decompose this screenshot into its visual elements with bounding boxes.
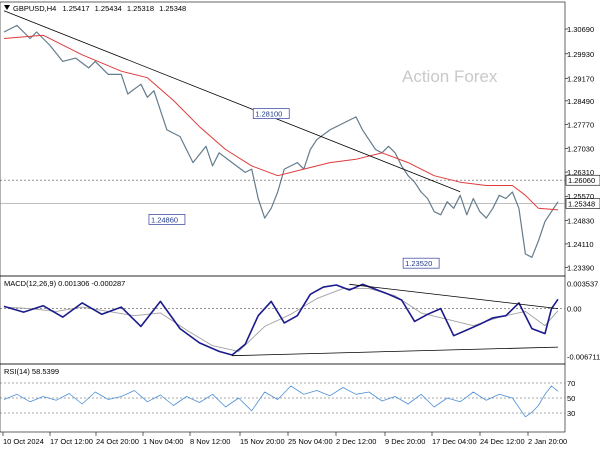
macd-title: MACD(12,26,9) 0.001306 -0.000287 — [4, 279, 125, 288]
price-y-tick-label: 1.30690 — [567, 25, 594, 34]
watermark: Action Forex — [402, 67, 498, 86]
x-tick-label: 24 Oct 20:00 — [96, 437, 139, 446]
price-y-tick-label: 1.29930 — [567, 50, 594, 59]
macd-line — [3, 283, 559, 356]
price-y-tick-label: 1.27030 — [567, 145, 594, 154]
header-low: 1.25318 — [127, 4, 154, 13]
header-ohlc: GBPUSD,H4 1.25417 1.25434 1.25318 1.2534… — [13, 4, 186, 13]
header-open: 1.25417 — [62, 4, 89, 13]
x-tick-label: 25 Nov 04:00 — [288, 437, 333, 446]
price-y-tick-label: 1.24830 — [567, 216, 594, 225]
price-annotation-label-2: 1.23520 — [405, 259, 432, 268]
price-y-tick-label: 1.29170 — [567, 75, 594, 84]
x-tick-label: 24 Dec 12:00 — [480, 437, 525, 446]
x-tick-label: 10 Oct 2024 — [3, 437, 44, 446]
x-tick-label: 17 Oct 12:00 — [50, 437, 93, 446]
price-y-tick-label: 1.27770 — [567, 120, 594, 129]
x-tick-label: 9 Dec 20:00 — [385, 437, 425, 446]
rsi-series — [0, 382, 565, 418]
rsi-title: RSI(14) 58.5399 — [4, 367, 59, 376]
macd-series — [0, 283, 565, 357]
price-annotation-box-2 — [402, 257, 440, 269]
price-y-tick-label: 1.24110 — [567, 240, 594, 249]
macd-y-tick-label: 0.00 — [567, 305, 582, 314]
macd-y-tick-label: -0.006711 — [567, 353, 600, 362]
macd-signal-line — [3, 288, 559, 352]
macd-y-tick-label: 0.003537 — [567, 279, 598, 288]
header-symbol: GBPUSD,H4 — [13, 4, 56, 13]
price-series: 1.28100 1.24860 1.23520 — [3, 10, 559, 269]
price-y-tick-label: 1.26310 — [567, 168, 594, 177]
key-level-box-0 — [565, 174, 600, 186]
price-line — [3, 24, 559, 258]
price-y-tick-label: 1.25570 — [567, 192, 594, 201]
moving-average-line — [3, 34, 559, 211]
x-tick-label: 17 Dec 04:00 — [432, 437, 477, 446]
x-tick-label: 8 Nov 12:00 — [190, 437, 230, 446]
rsi-line — [3, 385, 559, 418]
price-annotation-box-1 — [148, 214, 186, 225]
dropdown-triangle-icon[interactable] — [4, 5, 10, 10]
axes: 1.30690 1.29930 1.29170 1.28490 1.27770 1.270… — [2, 25, 600, 446]
price-grid: 1.26060 1.25348 — [0, 174, 600, 209]
header-close: 1.25348 — [159, 4, 186, 13]
price-annotation-label-0: 1.28100 — [255, 110, 282, 119]
key-level-label-1: 1.25348 — [568, 199, 595, 208]
macd-trendline-0 — [349, 283, 559, 309]
key-level-box-1 — [565, 198, 600, 209]
resistance-trendline — [3, 10, 461, 193]
header-high: 1.25434 — [95, 4, 122, 13]
price-y-tick-label: 1.23390 — [567, 263, 594, 272]
price-y-tick-label: 1.28490 — [567, 97, 594, 106]
x-tick-label: 2 Dec 12:00 — [336, 437, 376, 446]
x-tick-label: 15 Nov 20:00 — [240, 437, 285, 446]
price-annotation-label-1: 1.24860 — [151, 215, 178, 224]
rsi-y-tick-label: 30 — [567, 409, 575, 418]
price-annotation-box-0 — [252, 108, 290, 119]
x-tick-label: 1 Nov 04:00 — [143, 437, 183, 446]
macd-trendline-1 — [232, 346, 559, 357]
x-tick-label: 2 Jan 20:00 — [528, 437, 567, 446]
rsi-y-tick-label: 50 — [567, 394, 575, 403]
key-level-label-0: 1.26060 — [568, 176, 595, 185]
rsi-y-tick-label: 70 — [567, 379, 575, 388]
